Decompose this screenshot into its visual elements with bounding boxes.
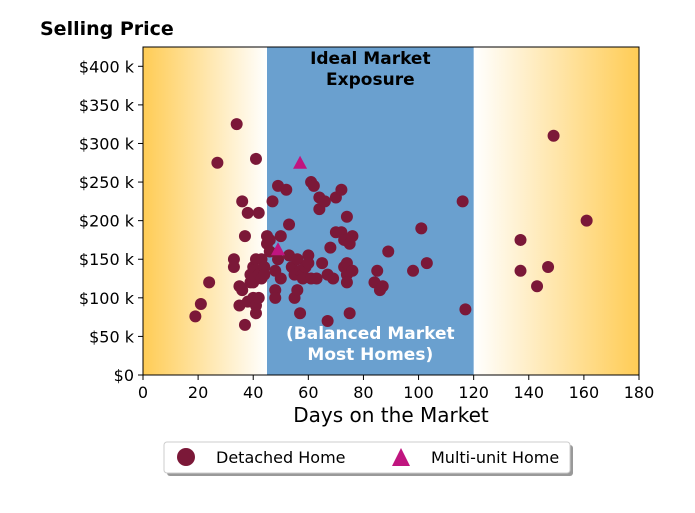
detached-point xyxy=(531,280,544,293)
detached-point xyxy=(274,230,287,243)
detached-point xyxy=(238,318,251,331)
legend-marker-multi-unit xyxy=(392,448,410,466)
detached-point xyxy=(420,257,433,270)
legend-label-detached: Detached Home xyxy=(216,448,346,467)
right-gradient-region xyxy=(473,47,639,375)
legend: Detached Home Multi-unit Home xyxy=(163,441,573,476)
detached-point xyxy=(407,264,420,277)
detached-point xyxy=(415,222,428,235)
detached-point xyxy=(382,245,395,258)
detached-point xyxy=(238,230,251,243)
x-tick-label: 100 xyxy=(403,383,434,402)
detached-point xyxy=(335,183,348,196)
chart-title: Selling Price xyxy=(40,18,174,40)
x-tick-label: 80 xyxy=(353,383,373,402)
plot-frame xyxy=(142,46,640,376)
detached-point xyxy=(189,310,202,323)
y-tick-label: $250 k xyxy=(79,173,135,192)
y-tick-label: $100 k xyxy=(79,289,135,308)
detached-point xyxy=(514,264,527,277)
band-bottom-label-line2: Most Homes) xyxy=(307,345,433,365)
band-bottom-label-line1: (Balanced Market xyxy=(286,324,455,344)
detached-point xyxy=(249,152,262,165)
detached-point xyxy=(324,241,337,254)
legend-marker-detached xyxy=(177,448,195,466)
x-tick-label: 140 xyxy=(514,383,545,402)
detached-point xyxy=(194,297,207,310)
detached-point xyxy=(307,179,320,192)
x-tick-label: 40 xyxy=(243,383,263,402)
detached-point xyxy=(258,268,271,281)
multi-unit-point xyxy=(293,155,308,169)
x-tick-label: 160 xyxy=(569,383,600,402)
y-axis: $0 $50 k $100 k $150 k $200 k $250 k $300 k $35… xyxy=(79,57,143,385)
detached-point xyxy=(280,183,293,196)
detached-point xyxy=(327,272,340,285)
y-tick-label: $150 k xyxy=(79,250,135,269)
detached-point xyxy=(302,257,315,270)
legend-label-multi-unit: Multi-unit Home xyxy=(431,448,559,467)
detached-point xyxy=(203,276,216,289)
detached-point xyxy=(580,214,593,227)
x-axis: 0 20 40 60 80 100 120 140 160 180 xyxy=(138,375,654,402)
detached-point xyxy=(346,264,359,277)
x-axis-title: Days on the Market xyxy=(293,403,489,427)
y-tick-label: $350 k xyxy=(79,96,135,115)
detached-point xyxy=(274,272,287,285)
detached-point xyxy=(249,307,262,320)
data-points xyxy=(189,118,593,331)
detached-point xyxy=(241,206,254,219)
ideal-exposure-band xyxy=(267,47,474,375)
detached-point xyxy=(376,280,389,293)
multi-unit-point xyxy=(271,242,286,256)
detached-point xyxy=(236,195,249,208)
detached-point xyxy=(296,272,309,285)
detached-point xyxy=(310,272,323,285)
detached-point xyxy=(269,291,282,304)
x-tick-label: 60 xyxy=(298,383,318,402)
detached-point xyxy=(227,260,240,273)
detached-point xyxy=(542,260,555,273)
x-tick-label: 180 xyxy=(624,383,655,402)
detached-point xyxy=(252,291,265,304)
detached-point xyxy=(346,230,359,243)
detached-point xyxy=(291,253,304,266)
detached-point xyxy=(211,156,224,169)
band-top-label-line1: Ideal Market xyxy=(310,49,431,69)
detached-point xyxy=(340,210,353,223)
y-tick-label: $50 k xyxy=(89,327,135,346)
detached-point xyxy=(459,303,472,316)
detached-point xyxy=(371,264,384,277)
y-tick-label: $0 xyxy=(114,366,134,385)
y-tick-label: $200 k xyxy=(79,212,135,231)
detached-point xyxy=(547,129,560,142)
detached-point xyxy=(252,206,265,219)
x-tick-label: 120 xyxy=(458,383,489,402)
x-tick-label: 20 xyxy=(188,383,208,402)
detached-point xyxy=(266,195,279,208)
detached-point xyxy=(321,314,334,327)
detached-point xyxy=(283,218,296,231)
legend-box xyxy=(163,441,571,474)
x-tick-label: 0 xyxy=(138,383,148,402)
y-tick-label: $400 k xyxy=(79,57,135,76)
detached-point xyxy=(340,276,353,289)
detached-point xyxy=(294,307,307,320)
detached-point xyxy=(316,257,329,270)
band-top-label-line2: Exposure xyxy=(326,70,415,90)
detached-point xyxy=(230,118,243,131)
detached-point xyxy=(236,284,249,297)
detached-point xyxy=(318,195,331,208)
detached-point xyxy=(291,284,304,297)
detached-point xyxy=(456,195,469,208)
y-tick-label: $300 k xyxy=(79,134,135,153)
detached-point xyxy=(263,233,276,246)
detached-point xyxy=(272,253,285,266)
detached-point xyxy=(343,307,356,320)
plot-area: Ideal Market Exposure (Balanced Market M… xyxy=(143,47,639,375)
detached-point xyxy=(514,233,527,246)
